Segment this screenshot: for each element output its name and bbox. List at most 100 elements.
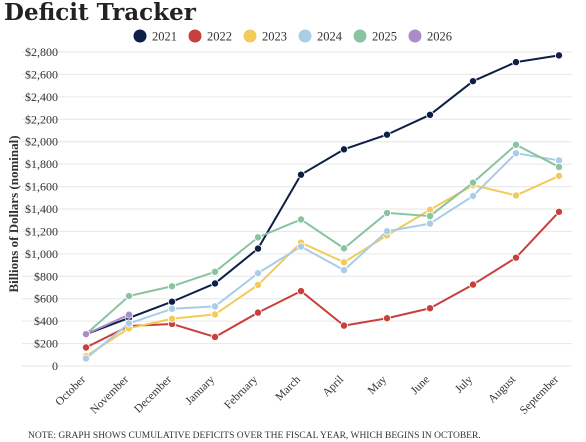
y-tick-label: $2,200 [25,112,58,126]
x-tick-label: November [88,374,131,417]
data-point [339,321,348,330]
y-tick-label: $1,800 [25,157,58,171]
series-line [85,313,130,336]
data-point [125,292,134,301]
data-point [296,170,305,179]
legend-item-2021: 2021 [133,29,177,44]
data-point [210,332,219,341]
series-line [85,143,560,335]
y-tick-label: $400 [34,314,58,328]
legend-label: 2023 [262,30,287,44]
legend-swatch [188,29,202,43]
data-point [210,279,219,288]
series-2021 [82,51,564,339]
data-point [468,280,477,289]
data-point [82,330,91,339]
legend-item-2026: 2026 [408,29,452,44]
y-tick-label: $1,200 [25,224,58,238]
legend-label: 2024 [317,30,343,44]
data-point [253,244,262,253]
legend-label: 2026 [427,30,452,44]
legend-swatch [243,29,257,43]
data-point [425,110,434,119]
data-point [82,354,91,363]
data-point [382,208,391,217]
x-tick-label: September [518,374,561,417]
y-tick-label: $800 [34,269,58,283]
x-axis: October November December January February Ma… [53,373,561,417]
series-2022 [82,207,564,352]
data-point [468,77,477,86]
y-tick-label: $1,000 [25,247,58,261]
x-tick-label: May [366,373,390,397]
gridlines [22,51,572,367]
y-tick-label: $2,600 [25,67,58,81]
legend-swatch [298,29,312,43]
x-tick-label: March [273,373,303,403]
legend-swatch [408,29,422,43]
x-tick-label: January [183,373,217,407]
series-group [82,51,564,363]
data-point [555,51,564,60]
x-tick-label: December [132,374,174,416]
y-tick-label: $1,400 [25,202,58,216]
data-point [167,314,176,323]
data-point [125,319,134,328]
data-point [382,227,391,236]
series-2023 [82,171,564,361]
chart-note: NOTE: GRAPH SHOWS CUMULATIVE DEFICITS OV… [28,431,481,441]
x-tick-label: April [320,374,346,400]
series-2026 [82,310,134,339]
y-tick-label: 0 [52,359,58,373]
data-point [425,212,434,221]
data-point [296,287,305,296]
data-point [253,233,262,242]
x-tick-label: February [222,373,260,411]
y-tick-label: $200 [34,337,58,351]
data-point [468,191,477,200]
data-point [512,140,521,149]
data-point [555,207,564,216]
legend-item-2024: 2024 [298,29,343,44]
y-tick-label: $1,600 [25,180,58,194]
x-tick-label: August [486,373,519,406]
series-line [85,54,560,336]
data-point [512,191,521,200]
x-tick-label: October [53,374,88,409]
y-tick-label: $2,400 [25,90,58,104]
y-tick-label: $600 [34,292,58,306]
y-axis: 0 $200 $400 $600 $800 $1,000 $1,200 $1,400 $1,60… [25,45,58,373]
legend-swatch [353,29,367,43]
x-tick-label: July [453,373,475,395]
legend-item-2022: 2022 [188,29,232,44]
series-2024 [82,149,564,363]
series-line [85,211,560,349]
y-tick-label: $2,000 [25,135,58,149]
legend-swatch [133,29,147,43]
data-point [425,219,434,228]
data-point [339,258,348,267]
data-point [512,149,521,158]
data-point [125,310,134,319]
data-point [167,304,176,313]
series-line [85,152,560,360]
data-point [253,308,262,317]
data-point [512,58,521,67]
data-point [339,145,348,154]
data-point [339,266,348,275]
data-point [555,171,564,180]
y-tick-label: $2,800 [25,45,58,59]
data-point [253,269,262,278]
legend-label: 2022 [207,30,232,44]
data-point [210,310,219,319]
data-point [382,314,391,323]
data-point [339,244,348,253]
x-tick-label: June [409,374,432,397]
data-point [167,297,176,306]
legend: 2021 2022 2023 2024 2025 2026 [133,29,452,44]
legend-label: 2025 [372,30,397,44]
data-point [296,242,305,251]
y-axis-label: Billions of Dollars (nominal) [6,135,21,292]
data-point [296,215,305,224]
